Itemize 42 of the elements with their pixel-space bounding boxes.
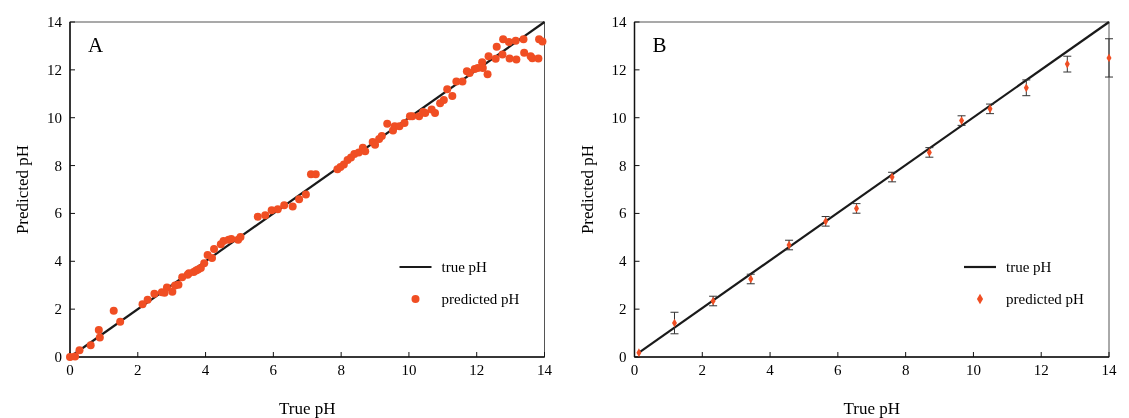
x-tick-label: 4 bbox=[201, 362, 210, 378]
x-tick-label: 12 bbox=[1033, 362, 1049, 378]
x-tick-label: 0 bbox=[66, 362, 74, 378]
x-tick-label: 10 bbox=[965, 362, 981, 378]
y-axis-title: Predicted pH bbox=[577, 144, 597, 235]
y-tick-label: 6 bbox=[619, 205, 627, 222]
x-tick-label: 10 bbox=[401, 362, 417, 378]
y-tick-label: 2 bbox=[54, 301, 62, 318]
x-axis-title: True pH bbox=[278, 399, 336, 418]
legend-label: predicted pH bbox=[1006, 291, 1085, 307]
x-tick-label: 8 bbox=[901, 362, 910, 378]
x-tick-label: 6 bbox=[269, 362, 278, 378]
x-tick-label: 14 bbox=[537, 362, 553, 378]
y-tick-label: 6 bbox=[54, 205, 63, 222]
y-tick-label: 0 bbox=[619, 349, 627, 365]
x-tick-label: 8 bbox=[337, 362, 345, 378]
y-tick-label: 4 bbox=[54, 253, 63, 270]
y-tick-label: 14 bbox=[611, 14, 627, 30]
text: A bbox=[88, 33, 104, 57]
y-tick-label: 10 bbox=[47, 109, 62, 126]
text: B bbox=[652, 33, 667, 57]
x-tick-label: 6 bbox=[834, 362, 843, 378]
x-tick-label: 12 bbox=[469, 362, 485, 378]
legend-label: true pH bbox=[1006, 259, 1052, 275]
y-tick-label: 8 bbox=[54, 157, 62, 174]
x-axis-title: True pH bbox=[843, 399, 901, 418]
x-tick-label: 4 bbox=[766, 362, 775, 378]
legend-label: predicted pH bbox=[441, 291, 520, 307]
y-tick-label: 10 bbox=[611, 109, 627, 126]
x-tick-label: 0 bbox=[630, 362, 639, 378]
x-tick-label: 2 bbox=[134, 362, 142, 378]
y-tick-label: 14 bbox=[47, 14, 63, 30]
y-tick-label: 12 bbox=[47, 61, 62, 78]
x-tick-label: 14 bbox=[1101, 362, 1117, 378]
y-tick-label: 8 bbox=[619, 157, 627, 174]
y-tick-label: 4 bbox=[619, 253, 627, 270]
y-tick-label: 12 bbox=[611, 61, 627, 78]
y-tick-label: 2 bbox=[619, 301, 627, 318]
y-axis-title: Predicted pH bbox=[13, 144, 32, 235]
y-tick-label: 0 bbox=[54, 349, 62, 365]
x-tick-label: 2 bbox=[698, 362, 707, 378]
legend-label: true pH bbox=[441, 259, 488, 275]
